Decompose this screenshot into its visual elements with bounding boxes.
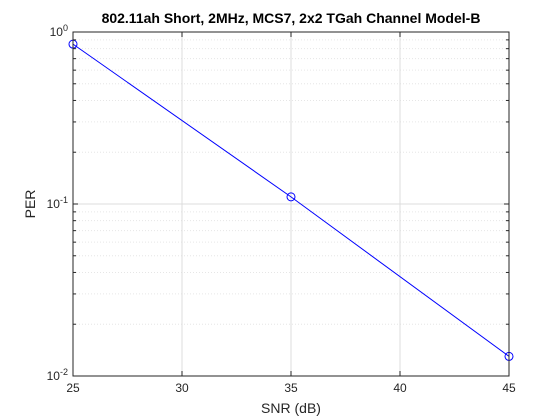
y-tick-base: 10 [50,25,64,39]
x-tick-label: 40 [393,381,407,395]
x-axis-label: SNR (dB) [261,400,321,416]
x-tick-label: 25 [66,381,80,395]
y-tick-label: -210 [47,367,68,383]
series-line [72,43,510,357]
y-tick-exponent: 0 [63,23,68,33]
y-tick-base: 10 [47,197,61,211]
x-tick-labels: 25 30 35 40 45 [66,381,516,395]
data-point-marker [286,192,296,202]
y-tick-exponent: -1 [60,195,68,205]
y-tick-label: 010 [50,23,68,39]
chart-title: 802.11ah Short, 2MHz, MCS7, 2x2 TGah Cha… [102,10,481,26]
y-tick-exponent: -2 [60,367,68,377]
y-tick-base: 10 [47,369,61,383]
y-tick-label: -110 [47,195,68,211]
y-axis-label: PER [22,190,38,219]
x-tick-label: 45 [502,381,516,395]
tick-marks [72,31,510,377]
x-tick-label: 30 [175,381,189,395]
grid-lines [73,32,509,376]
x-tick-label: 35 [284,381,298,395]
